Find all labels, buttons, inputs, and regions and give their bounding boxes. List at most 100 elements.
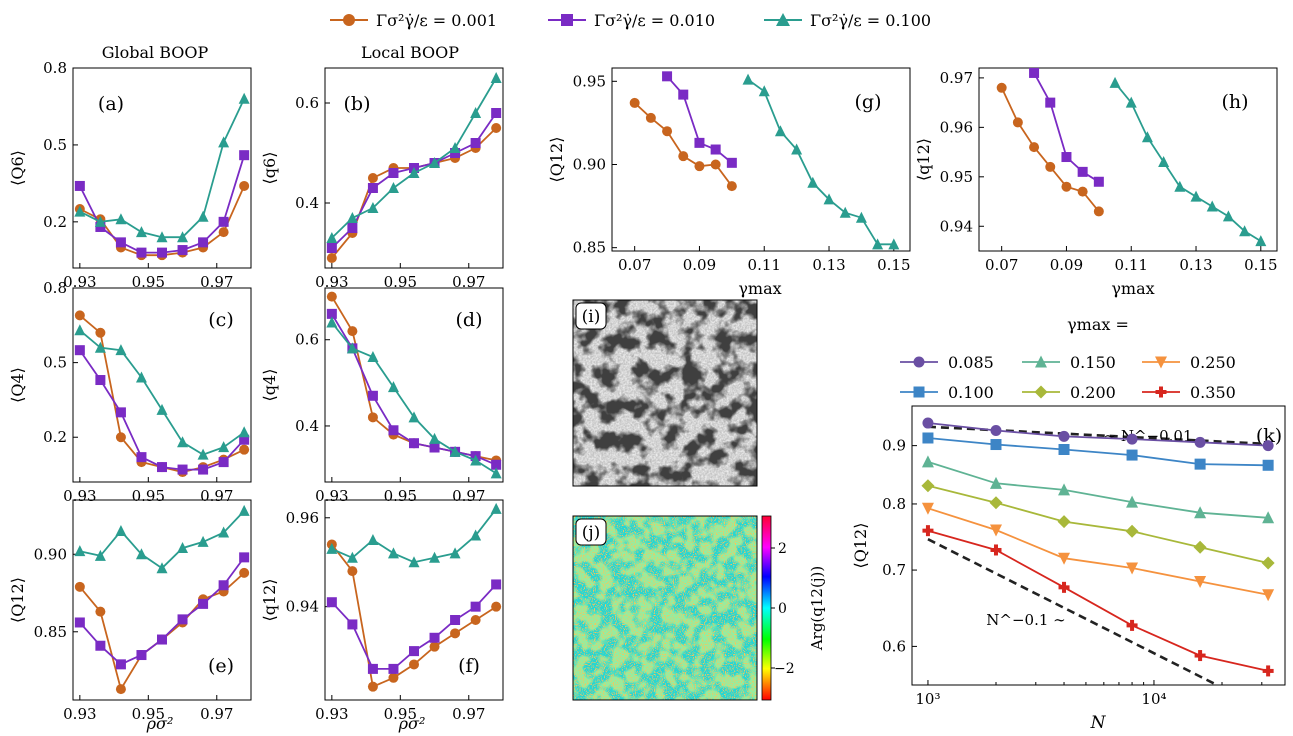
data-point [238, 92, 250, 104]
colorbar-tick-0: 0 [778, 601, 787, 617]
data-point [429, 632, 440, 643]
data-point [791, 143, 803, 155]
data-point [326, 253, 337, 263]
series-line-0.350 [927, 529, 1269, 672]
data-point [429, 551, 441, 563]
xlabel-gamma-g: γmax [738, 279, 781, 298]
data-point [1058, 552, 1071, 565]
data-point [347, 566, 358, 577]
x-tick-label: 0.09 [1050, 256, 1083, 274]
panel-label-d: (d) [456, 309, 483, 331]
k-legend-marker [913, 356, 925, 368]
data-point [839, 206, 851, 218]
colorbar: 2 0 −2 Arg(q12(j)) [761, 515, 826, 701]
axes-frame-c [72, 287, 252, 483]
data-point [758, 85, 770, 97]
k-legend-entry: 0.085 [900, 353, 994, 372]
data-point [115, 432, 126, 443]
data-point [239, 150, 250, 161]
image-panel-j: (j) [572, 515, 758, 701]
data-point [1262, 459, 1274, 471]
data-point [95, 221, 106, 232]
k-legend-marker [1035, 355, 1047, 368]
data-point [74, 324, 86, 336]
data-point [95, 606, 106, 617]
data-point [115, 659, 126, 670]
y-tick-label: 0.96 [286, 509, 319, 527]
x-tick-label: 10⁴ [1141, 690, 1166, 708]
data-point [1077, 186, 1088, 197]
data-point [1029, 142, 1040, 153]
data-point [135, 548, 147, 560]
data-point [177, 614, 188, 625]
data-point [197, 448, 209, 460]
k-legend: γmax = 0.085 0.150 0.250 0.100 0.200 0.350 [900, 315, 1236, 402]
image-panel-i: (i) [572, 299, 758, 487]
data-point [409, 438, 419, 449]
xlabel-rho-right: ρσ² [398, 714, 426, 733]
x-tick-label: 0.95 [384, 273, 417, 291]
series-line-0.100 [79, 329, 245, 456]
y-tick-label: 0.8 [43, 279, 67, 297]
data-point [470, 601, 481, 612]
data-point [136, 247, 147, 258]
data-point [177, 231, 189, 243]
fit-line-1 [927, 538, 1218, 687]
data-point [490, 467, 502, 479]
data-point [922, 432, 934, 444]
y-tick-label: 0.5 [43, 136, 67, 154]
data-point [888, 238, 900, 250]
data-point [115, 684, 126, 695]
data-point [450, 615, 461, 625]
data-point [367, 534, 379, 545]
data-point [1262, 665, 1274, 677]
data-point [1262, 511, 1275, 524]
data-point [490, 72, 502, 83]
x-tick-label: 0.93 [315, 273, 348, 291]
data-point [823, 193, 835, 205]
data-point [1194, 576, 1207, 589]
data-point [326, 308, 337, 319]
data-point [326, 597, 337, 608]
panel-label-f: (f) [458, 655, 480, 677]
y-tick-label: 0.6 [882, 637, 906, 655]
data-point [1190, 190, 1202, 202]
data-point [429, 432, 441, 444]
data-point [74, 180, 85, 191]
y-tick-label: 0.4 [295, 194, 319, 212]
y-tick-label: 0.5 [43, 354, 67, 372]
data-point [218, 136, 230, 148]
x-tick-label: 10³ [915, 690, 940, 708]
k-legend-marker [1155, 386, 1167, 398]
y-tick-label: 0.96 [940, 118, 973, 136]
fit-annotation-top: ∼ N^−0.01 [1104, 427, 1193, 445]
data-point [94, 215, 106, 227]
column-title-local: Local BOOP [361, 43, 459, 62]
data-point [726, 181, 737, 192]
series-line-0.100 [747, 78, 894, 246]
y-axis-label: ⟨q6⟩ [260, 152, 279, 185]
data-point [74, 581, 85, 592]
x-tick-label: 0.97 [200, 487, 233, 505]
data-point [429, 641, 440, 652]
data-point [157, 462, 167, 473]
data-point [470, 529, 482, 541]
data-point [177, 542, 189, 554]
data-point [990, 439, 1002, 451]
panel-label-g: (g) [855, 91, 882, 113]
data-point [115, 407, 126, 418]
data-point [367, 202, 379, 213]
data-point [662, 126, 673, 137]
k-legend-title: γmax = [1067, 315, 1129, 334]
data-point [239, 552, 250, 563]
y-tick-label: 0.94 [286, 598, 319, 616]
chart-panel-g: 0.07 0.09 0.11 0.13 0.15 0.85 0.90 0.95 ⟨Q12⟩ (g) [547, 67, 911, 274]
data-point [872, 238, 884, 250]
data-point [74, 310, 85, 321]
data-point [1239, 225, 1251, 237]
column-title-global: Global BOOP [102, 43, 209, 62]
k-legend-label: 0.250 [1190, 353, 1236, 372]
legend-label-0: Γσ²γ̇/ε = 0.001 [376, 11, 497, 30]
k-legend-marker [913, 386, 925, 398]
data-point [74, 545, 86, 557]
